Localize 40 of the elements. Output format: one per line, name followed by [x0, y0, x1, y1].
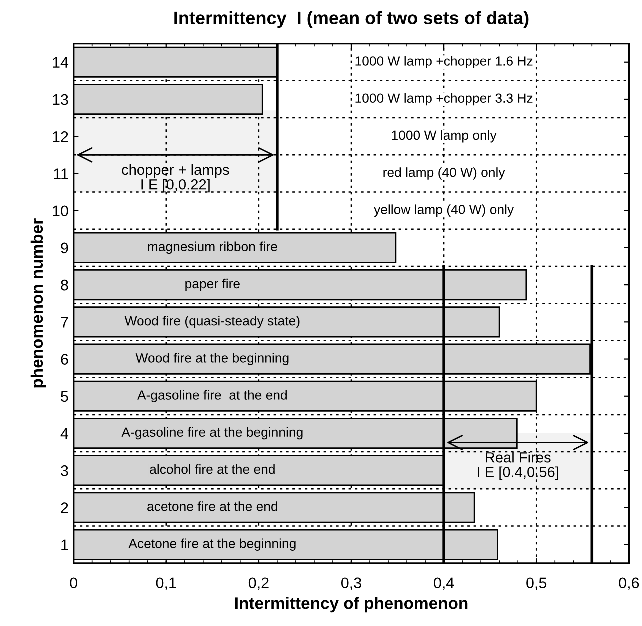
y-axis-title: phenomenon number	[30, 218, 46, 388]
band-label: chopper + lamps I E [0,0.22]	[122, 164, 230, 193]
annotation: acetone fire at the end	[148, 502, 278, 512]
x-tick-label: 0	[70, 578, 78, 589]
y-tick-label: 11	[54, 168, 68, 180]
y-tick-label: 7	[61, 317, 68, 328]
y-tick-label: 13	[53, 94, 68, 106]
annotation: A-gasoline fire at the beginning	[122, 427, 303, 440]
x-tick-label: 0,6	[619, 578, 640, 590]
y-tick-label: 8	[61, 280, 68, 291]
y-tick-label: 9	[61, 242, 68, 254]
chart-title: Intermittency I (mean of two sets of data)	[174, 11, 529, 28]
x-axis-title: Intermittency of phenomenon	[235, 597, 468, 613]
annotation: 1000 W lamp +chopper 3.3 Hz	[356, 93, 533, 106]
annotation: paper fire	[186, 278, 240, 292]
y-tick-label: 12	[53, 131, 68, 142]
y-tick-label: 1	[62, 540, 68, 550]
band-label: Real Fires I E [0.4,0.56]	[478, 452, 558, 480]
annotation: 1000 W lamp +chopper 1.6 Hz	[356, 56, 533, 69]
annotation: red lamp (40 W) only	[384, 168, 506, 180]
y-tick-label: 4	[60, 428, 69, 440]
annotation: Acetone fire at the beginning	[128, 538, 296, 551]
y-tick-label: 6	[61, 354, 68, 365]
y-tick-label: 2	[61, 502, 68, 514]
x-tick-label: 0,3	[341, 578, 362, 590]
x-tick-label: 0,5	[526, 578, 547, 590]
annotation: magnesium ribbon fire	[148, 242, 278, 254]
y-tick-label: 14	[53, 57, 69, 68]
x-tick-label: 0,1	[156, 578, 176, 590]
annotation: alcohol fire at the end	[150, 464, 275, 474]
y-tick-label: 10	[53, 206, 68, 217]
annotation: Wood fire (quasi-steady state)	[124, 316, 300, 328]
annotation: 1000 W lamp only	[392, 130, 497, 143]
x-tick-label: 0,2	[248, 578, 269, 590]
annotation: yellow lamp (40 W) only	[374, 204, 514, 217]
y-tick-label: 3	[61, 465, 68, 476]
x-tick-label: 0,4	[434, 578, 454, 590]
annotation: A-gasoline fire at the end	[138, 390, 287, 403]
annotation: Wood fire at the beginning	[136, 353, 289, 366]
y-tick-label: 5	[61, 391, 68, 402]
